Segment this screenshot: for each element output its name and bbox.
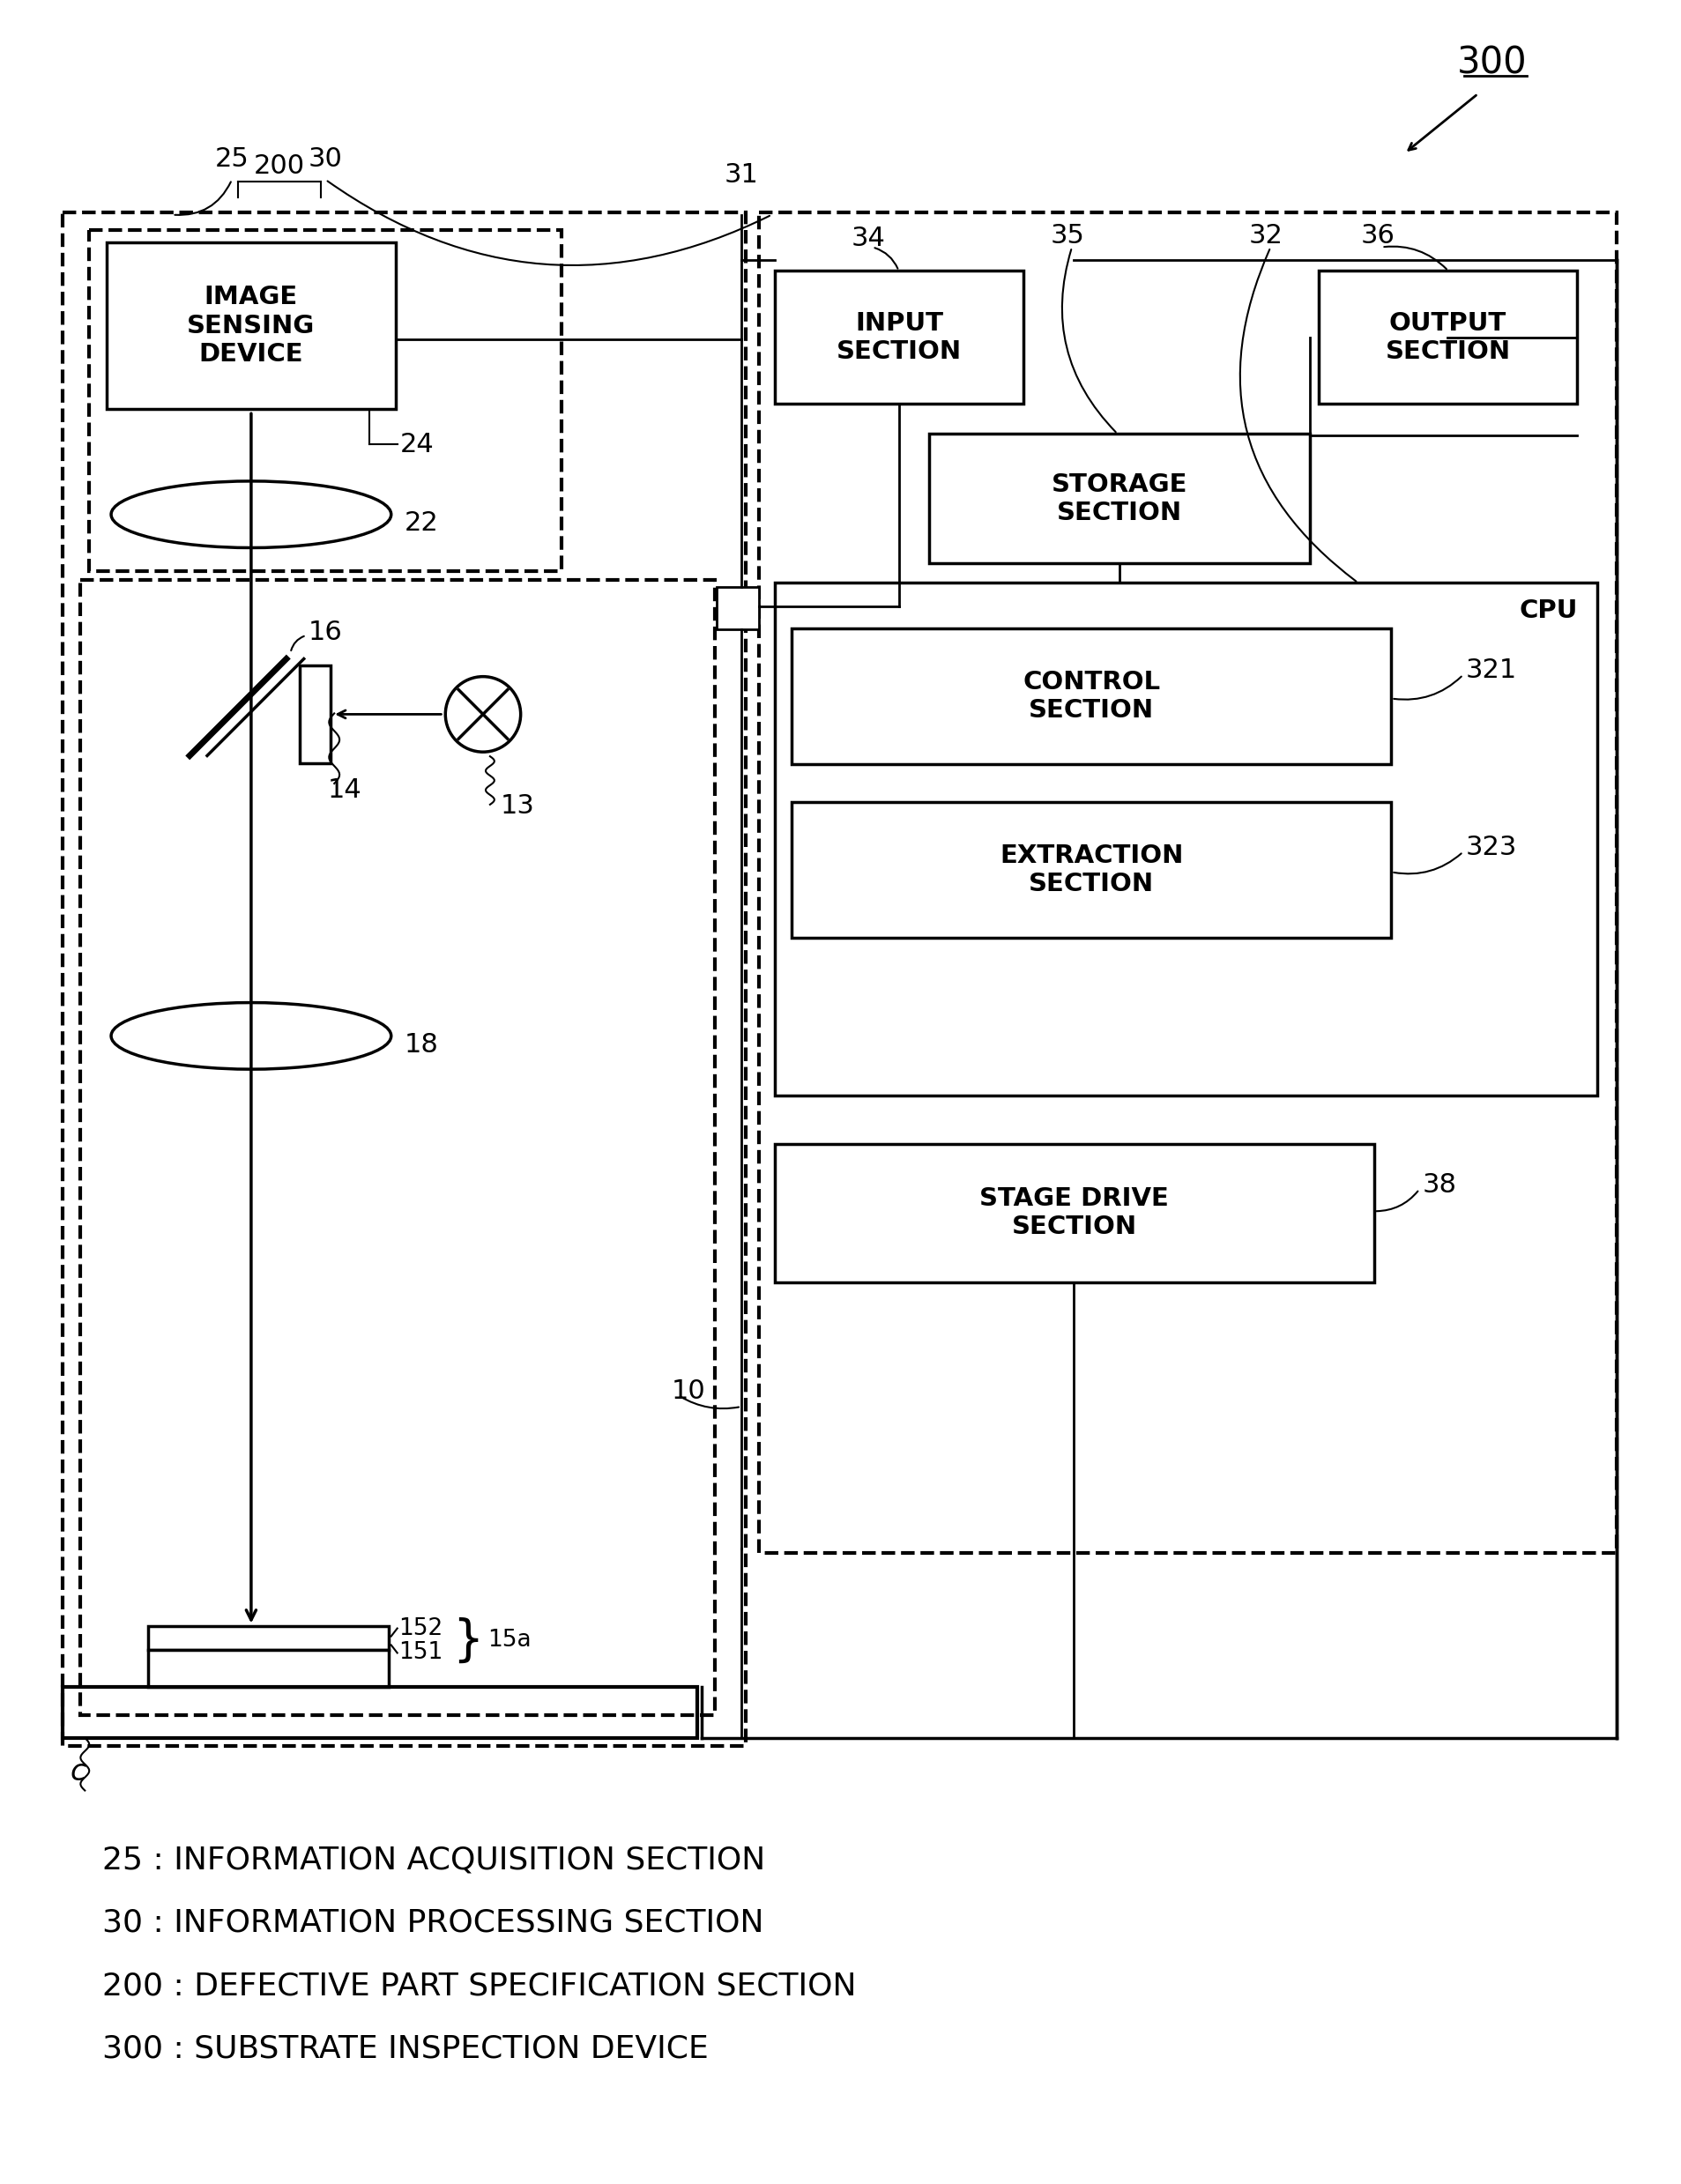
Text: 38: 38: [1422, 1173, 1456, 1197]
Text: 15a: 15a: [487, 1629, 531, 1651]
Ellipse shape: [111, 480, 392, 548]
Text: }: }: [452, 1616, 484, 1664]
Bar: [148, 1651, 388, 1686]
Text: CONTROL
SECTION: CONTROL SECTION: [1022, 670, 1160, 723]
Text: 16: 16: [308, 620, 343, 646]
Text: INPUT
SECTION: INPUT SECTION: [837, 310, 962, 365]
Bar: [62, 1686, 698, 1738]
Text: 13: 13: [501, 793, 535, 819]
Text: 35: 35: [1051, 223, 1084, 249]
Text: c: c: [71, 1758, 86, 1787]
Text: 32: 32: [1249, 223, 1283, 249]
Text: 323: 323: [1466, 834, 1518, 860]
Text: 10: 10: [671, 1378, 706, 1404]
Bar: [775, 271, 1024, 404]
Text: 152: 152: [398, 1616, 442, 1640]
Text: 36: 36: [1362, 223, 1395, 249]
Text: 300 : SUBSTRATE INSPECTION DEVICE: 300 : SUBSTRATE INSPECTION DEVICE: [103, 2033, 709, 2064]
Circle shape: [445, 677, 521, 751]
Bar: [62, 212, 746, 1745]
Text: IMAGE
SENSING
DEVICE: IMAGE SENSING DEVICE: [187, 286, 314, 367]
Text: STORAGE
SECTION: STORAGE SECTION: [1052, 472, 1188, 526]
Text: CPU: CPU: [1520, 598, 1578, 622]
Text: 14: 14: [328, 778, 361, 804]
Text: 34: 34: [851, 225, 886, 251]
Ellipse shape: [111, 1002, 392, 1070]
Bar: [930, 435, 1309, 563]
Text: EXTRACTION
SECTION: EXTRACTION SECTION: [1000, 843, 1183, 895]
Bar: [792, 629, 1392, 764]
Text: 25: 25: [215, 146, 249, 173]
Bar: [299, 666, 331, 764]
Bar: [775, 1144, 1373, 1282]
Bar: [81, 581, 714, 1714]
Text: 31: 31: [725, 162, 758, 188]
Text: 22: 22: [403, 511, 439, 535]
Text: 30 : INFORMATION PROCESSING SECTION: 30 : INFORMATION PROCESSING SECTION: [103, 1909, 763, 1937]
Text: OUTPUT
SECTION: OUTPUT SECTION: [1385, 310, 1511, 365]
Bar: [758, 212, 1615, 1553]
Text: 151: 151: [398, 1642, 442, 1664]
Bar: [148, 1625, 388, 1651]
Text: 30: 30: [308, 146, 343, 173]
Text: 200: 200: [254, 153, 304, 179]
Bar: [89, 229, 561, 572]
Text: 200 : DEFECTIVE PART SPECIFICATION SECTION: 200 : DEFECTIVE PART SPECIFICATION SECTI…: [103, 1970, 857, 2001]
Bar: [792, 802, 1392, 937]
Text: STAGE DRIVE
SECTION: STAGE DRIVE SECTION: [980, 1186, 1168, 1241]
Bar: [775, 583, 1597, 1096]
Bar: [108, 242, 395, 408]
Bar: [716, 587, 758, 629]
Text: 24: 24: [400, 432, 434, 456]
Text: 300: 300: [1457, 44, 1526, 81]
Text: 25 : INFORMATION ACQUISITION SECTION: 25 : INFORMATION ACQUISITION SECTION: [103, 1845, 765, 1874]
Text: 18: 18: [403, 1031, 439, 1057]
Bar: [1318, 271, 1577, 404]
Text: 321: 321: [1466, 657, 1516, 684]
